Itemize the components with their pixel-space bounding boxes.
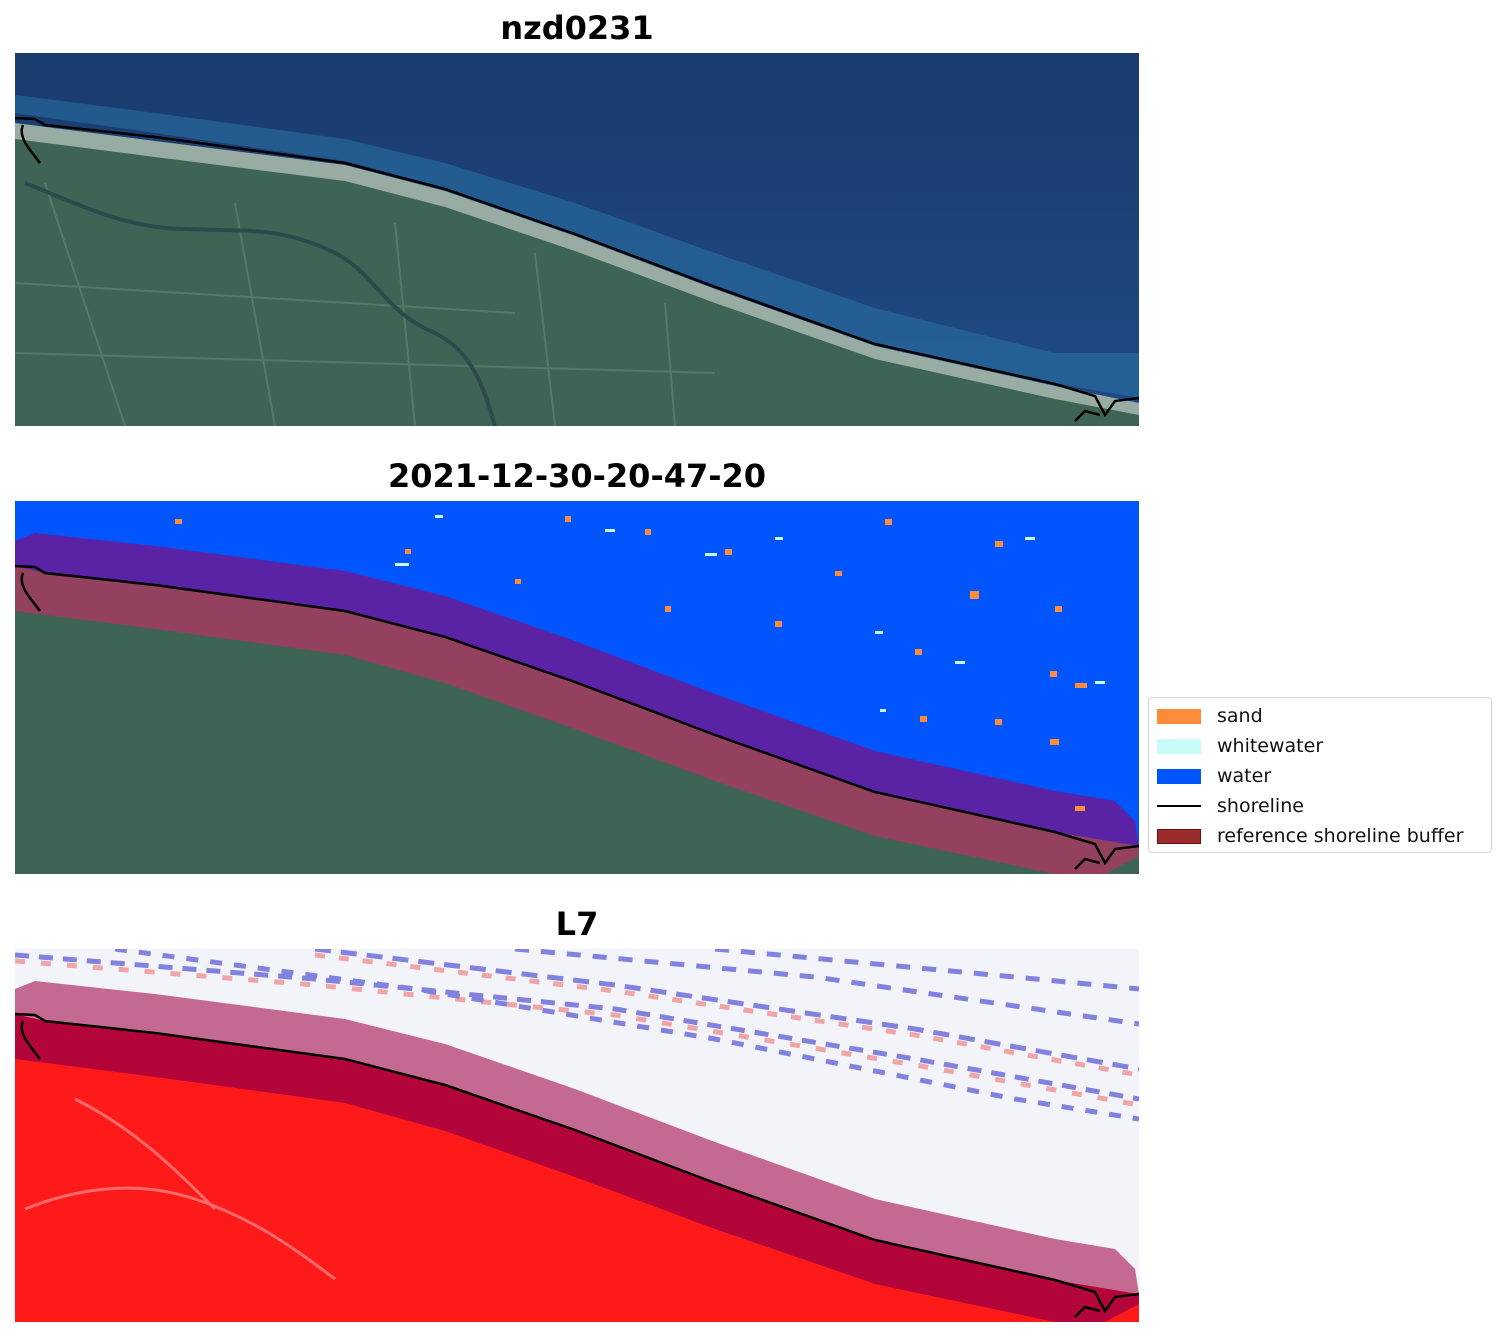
legend-label: whitewater	[1217, 735, 1324, 757]
buffer-light	[15, 981, 1139, 1294]
wave-bands	[15, 949, 1139, 1122]
legend: sand whitewater water shoreline referenc…	[1148, 697, 1492, 853]
legend-label: shoreline	[1217, 795, 1304, 817]
whitewater-swatch	[1157, 738, 1201, 754]
legend-item-sand: sand	[1157, 704, 1263, 728]
water-swatch	[1157, 768, 1201, 784]
classified-image	[15, 501, 1139, 874]
buffer-on-land	[15, 566, 1139, 874]
shoreline-line	[15, 1012, 1139, 1314]
panel-2-title: 2021-12-30-20-47-20	[387, 457, 767, 495]
legend-item-reference-buffer: reference shoreline buffer	[1157, 824, 1463, 848]
streams	[24, 1097, 336, 1281]
field-lines	[15, 182, 716, 426]
whitewater-pixels	[395, 515, 1105, 712]
sand-swatch	[1157, 708, 1201, 724]
shoreline-estuary	[20, 124, 1101, 422]
legend-label: reference shoreline buffer	[1217, 825, 1464, 847]
shoreline-estuary	[20, 572, 1101, 870]
reference-buffer-swatch	[1157, 828, 1201, 844]
buffer-on-water	[15, 533, 1139, 846]
shoreline-swatch	[1157, 805, 1201, 807]
panel-1-title: nzd0231	[500, 9, 654, 47]
panel-3-title: L7	[555, 905, 599, 943]
beach-strip	[15, 123, 1139, 415]
river	[24, 181, 497, 426]
legend-label: sand	[1217, 705, 1263, 727]
legend-item-water: water	[1157, 764, 1271, 788]
legend-item-shoreline: shoreline	[1157, 794, 1304, 818]
nearshore-water	[15, 95, 1139, 398]
water-index-image	[15, 949, 1139, 1322]
legend-label: water	[1217, 765, 1272, 787]
shoreline-estuary	[20, 1020, 1101, 1318]
legend-item-whitewater: whitewater	[1157, 734, 1323, 758]
buffer-dark	[15, 1014, 1139, 1322]
shoreline-line	[15, 116, 1139, 418]
rgb-satellite-image	[15, 53, 1139, 426]
sand-pixels	[175, 516, 1087, 811]
shoreline-line	[15, 564, 1139, 866]
